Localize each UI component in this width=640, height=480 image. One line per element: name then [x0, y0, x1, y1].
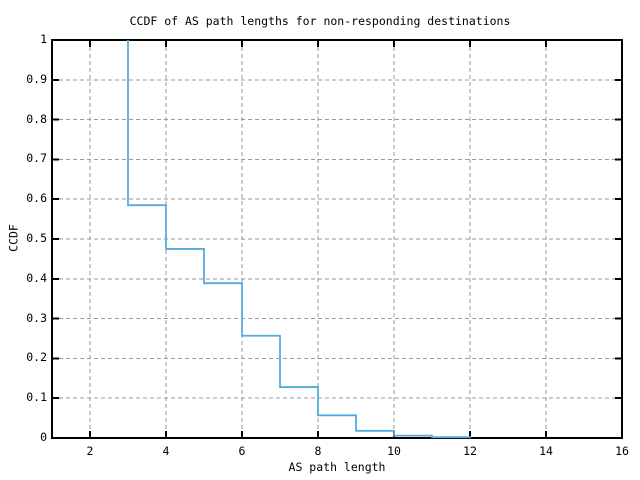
- y-tick-label: 0.8: [26, 111, 47, 126]
- y-tick-label: 0.2: [26, 350, 47, 365]
- y-tick-label: 1: [40, 32, 47, 46]
- ccdf-step-line: [127, 40, 471, 439]
- x-tick-label: 14: [539, 444, 553, 458]
- x-tick-label: 6: [238, 444, 246, 458]
- chart-title: CCDF of AS path lengths for non-respondi…: [129, 14, 511, 28]
- x-tick-label: 4: [162, 444, 170, 458]
- y-tick-label: 0.3: [26, 310, 47, 325]
- x-tick-label: 16: [615, 444, 629, 458]
- y-tick-label: 0.9: [26, 71, 47, 86]
- y-tick-label: 0.4: [26, 270, 47, 285]
- y-tick-label: 0.6: [26, 191, 47, 206]
- y-tick-label: 0.5: [26, 231, 47, 245]
- x-tick-label: 8: [314, 444, 322, 458]
- x-tick-label: 2: [86, 444, 94, 458]
- x-axis-label: AS path length: [288, 460, 386, 474]
- y-tick-label: 0.7: [26, 151, 47, 166]
- x-tick-label: 10: [387, 444, 401, 458]
- x-tick-label: 12: [463, 444, 477, 458]
- y-tick-label: 0: [40, 430, 47, 444]
- y-tick-label: 0.1: [26, 390, 47, 405]
